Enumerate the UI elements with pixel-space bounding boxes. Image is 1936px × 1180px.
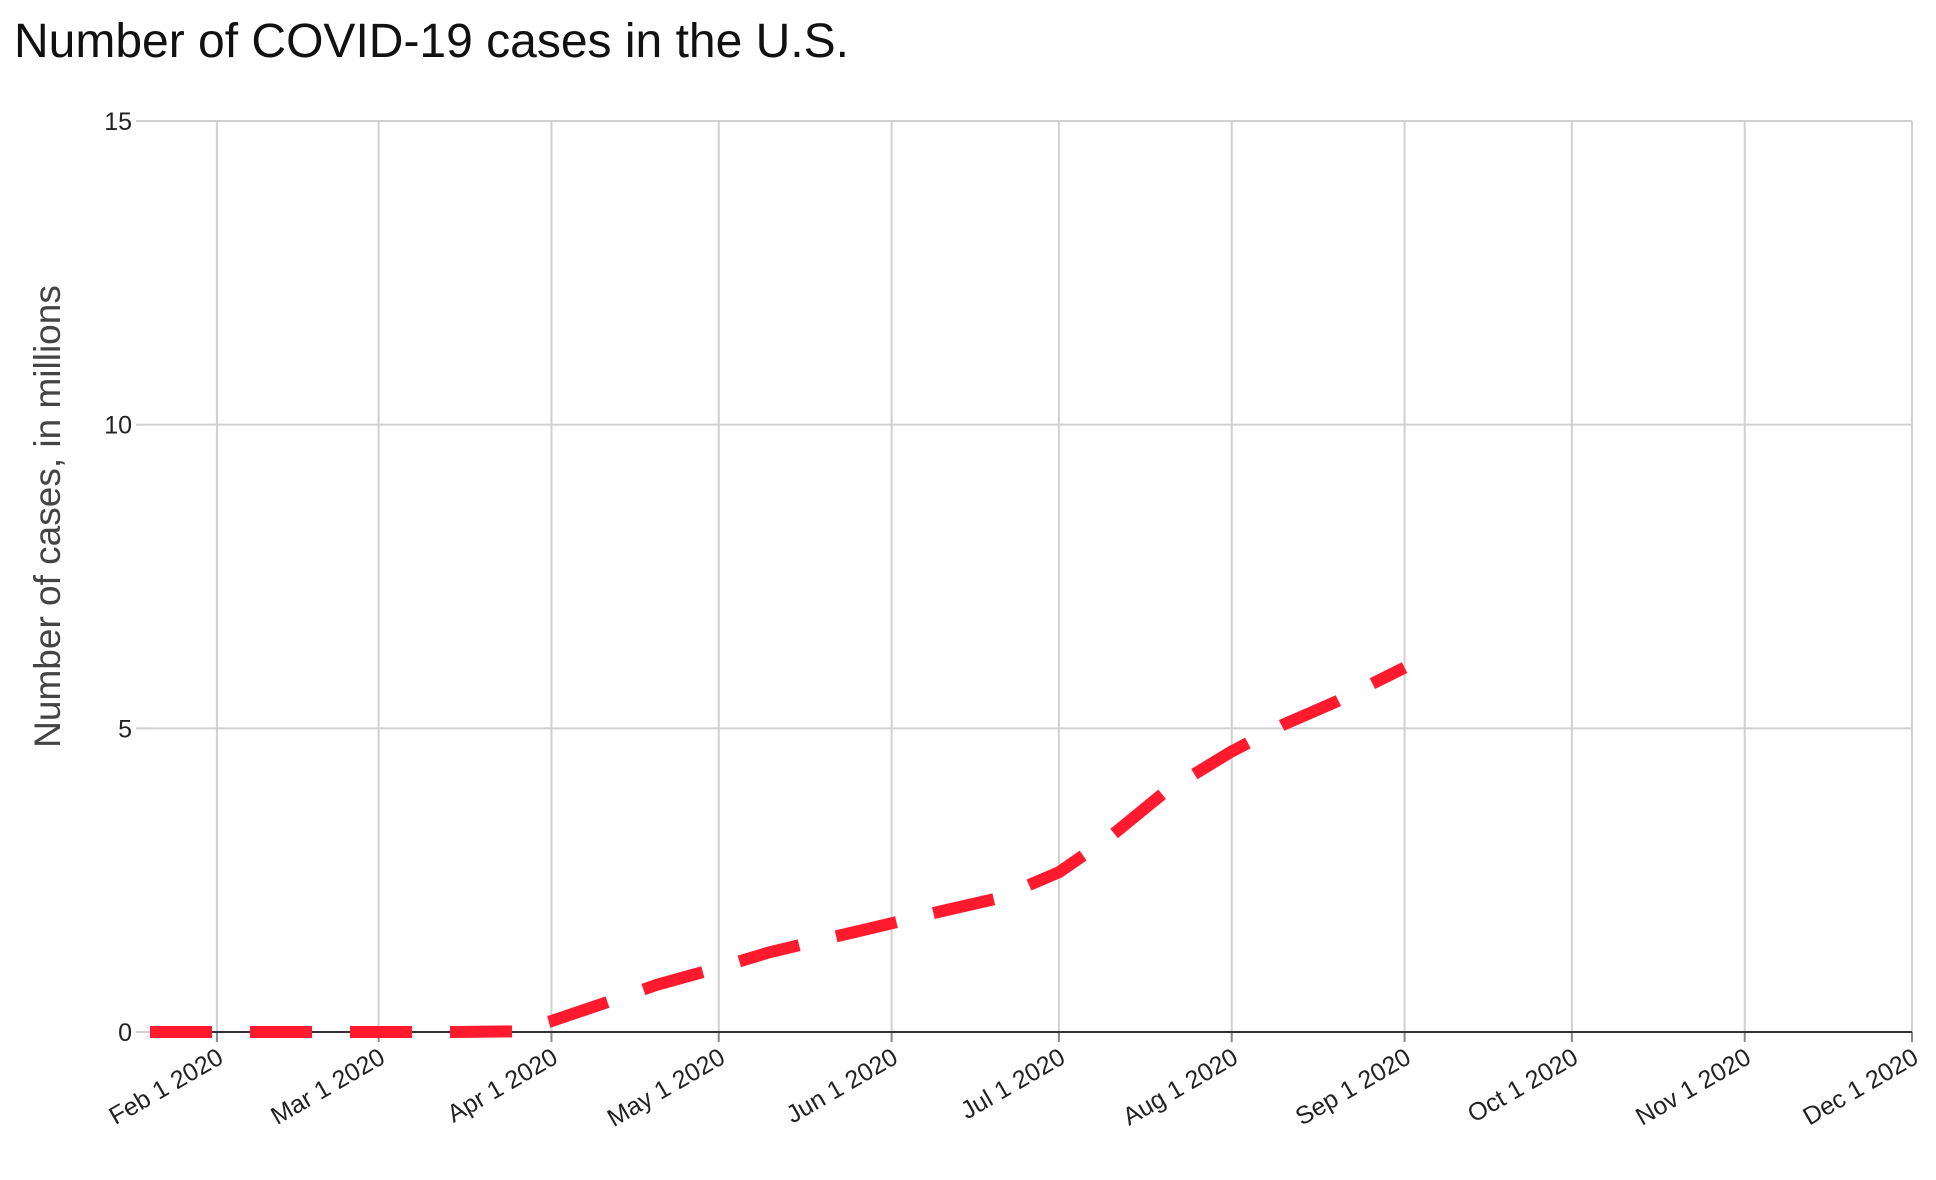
y-tick-label: 0 — [118, 1019, 132, 1047]
x-tick-label: Dec 1 2020 — [1798, 1043, 1923, 1131]
chart-title: Number of COVID-19 cases in the U.S. — [14, 15, 849, 68]
y-tick-label: 10 — [104, 412, 132, 440]
x-tick-label: Nov 1 2020 — [1631, 1043, 1756, 1131]
x-tick-label: May 1 2020 — [603, 1043, 730, 1133]
y-axis-title: Number of cases, in millions — [27, 285, 68, 748]
x-tick-label: Jul 1 2020 — [956, 1043, 1070, 1125]
x-tick-label: Sep 1 2020 — [1291, 1043, 1416, 1131]
y-tick-label: 15 — [104, 108, 132, 136]
series-line — [150, 662, 1408, 1038]
x-tick-label: Jun 1 2020 — [781, 1043, 902, 1129]
x-tick-label: Feb 1 2020 — [104, 1043, 228, 1130]
x-tick-label: Mar 1 2020 — [266, 1043, 390, 1130]
x-tick-label: Aug 1 2020 — [1118, 1043, 1243, 1131]
x-tick-label: Oct 1 2020 — [1463, 1043, 1583, 1128]
y-tick-label: 5 — [118, 715, 132, 743]
x-tick-label: Apr 1 2020 — [443, 1043, 563, 1128]
